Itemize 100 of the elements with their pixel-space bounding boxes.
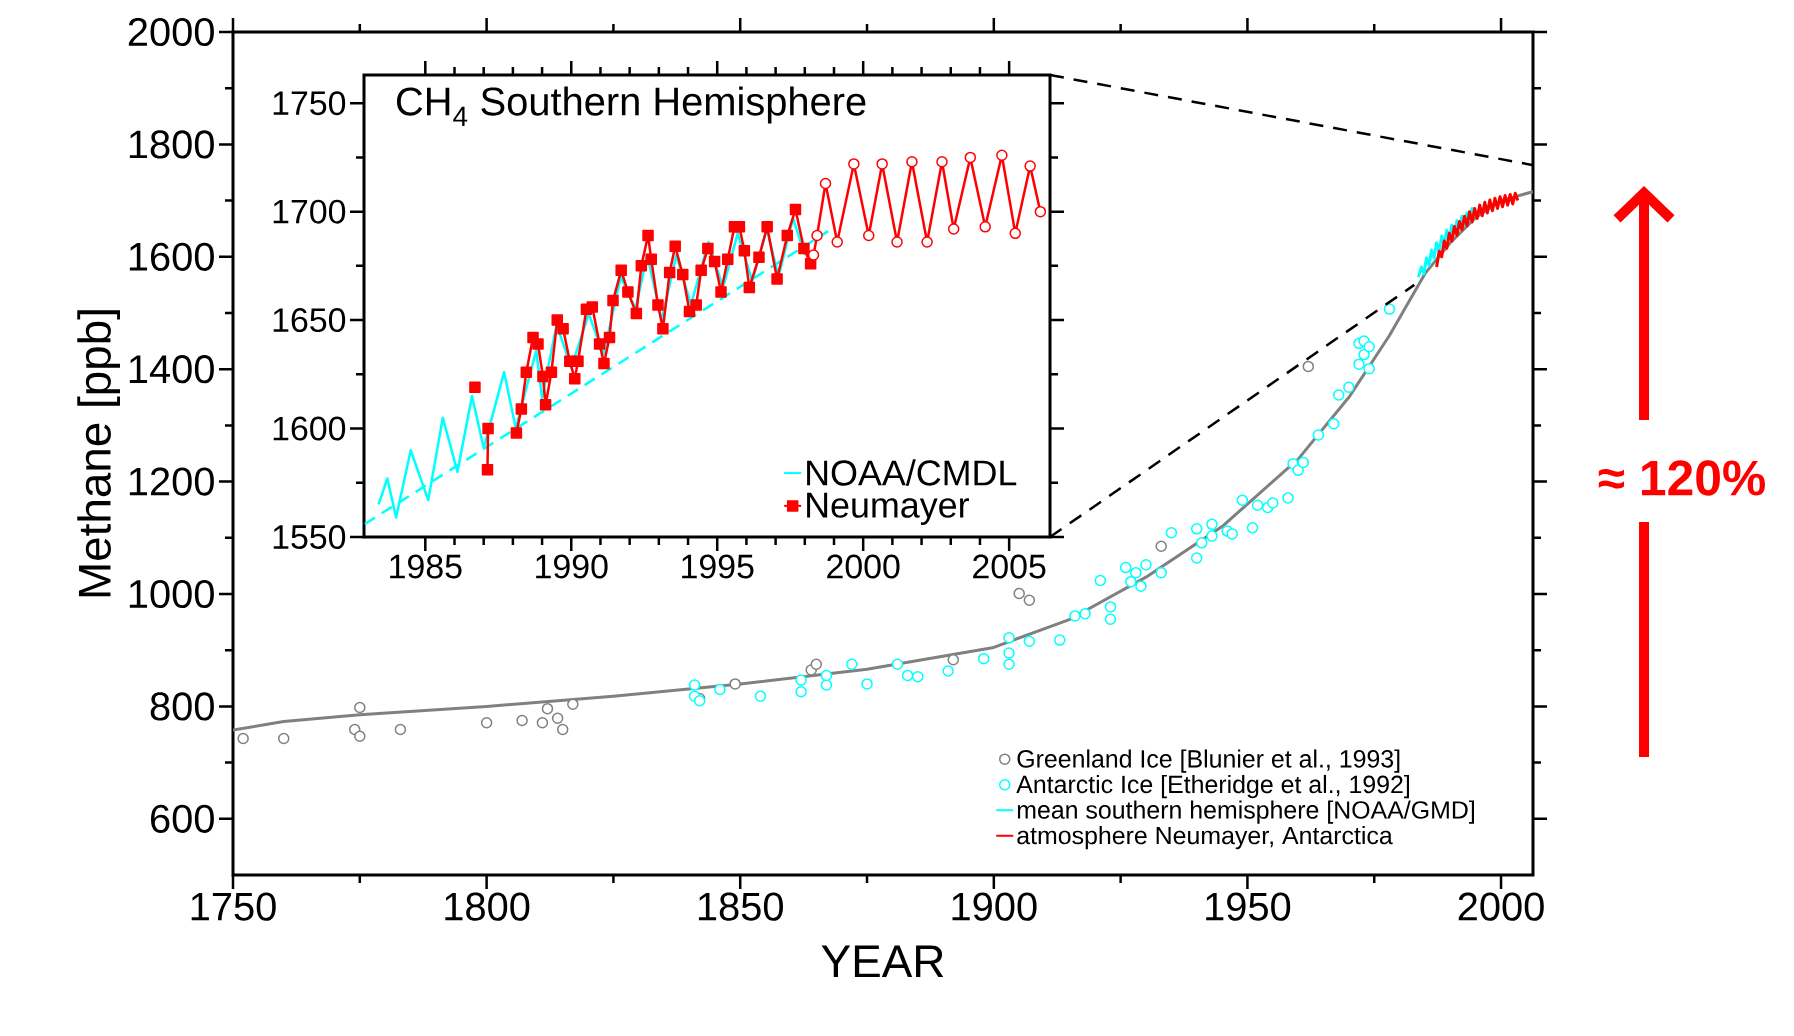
- point: [695, 264, 707, 276]
- point: [1236, 494, 1249, 506]
- y-tick-label: 2000: [128, 17, 214, 47]
- legend-label: Neumayer: [807, 492, 969, 525]
- point: [714, 683, 726, 696]
- point: [906, 156, 918, 168]
- y-tick-label: 1650: [273, 308, 346, 333]
- point: [862, 229, 875, 242]
- point: [645, 253, 657, 266]
- point: [781, 229, 794, 242]
- point: [1282, 492, 1294, 504]
- point: [1094, 574, 1107, 587]
- point: [1013, 587, 1025, 600]
- point: [795, 686, 807, 698]
- point: [1024, 160, 1036, 172]
- x-tick-label: 1985: [390, 554, 462, 579]
- point: [482, 422, 494, 435]
- x-axis-title: YEAR: [821, 945, 944, 978]
- point: [1206, 518, 1218, 531]
- y-tick-label: 600: [151, 804, 214, 833]
- point: [947, 223, 960, 235]
- point: [394, 723, 407, 736]
- point: [901, 669, 914, 682]
- y-tick-label: 1800: [129, 130, 214, 159]
- point: [1267, 497, 1279, 509]
- point: [481, 464, 494, 476]
- point: [861, 678, 873, 690]
- y-tick-label: 1600: [273, 416, 346, 441]
- point: [690, 299, 702, 311]
- point: [1023, 594, 1036, 606]
- point: [1246, 521, 1259, 534]
- point: [630, 307, 643, 320]
- point: [1226, 528, 1238, 540]
- point: [1251, 499, 1264, 511]
- point: [1327, 417, 1340, 430]
- y-tick-label: 800: [150, 692, 214, 721]
- point: [607, 294, 619, 307]
- point: [657, 323, 669, 335]
- point: [545, 366, 558, 378]
- point: [1343, 381, 1355, 393]
- point: [615, 264, 627, 276]
- point: [795, 674, 807, 686]
- point: [520, 366, 533, 378]
- point: [532, 338, 544, 350]
- legend-label: atmosphere Neumayer, Antarctica: [1017, 826, 1393, 850]
- point: [603, 331, 616, 344]
- y-axis-title: Methane [ppb]: [77, 310, 120, 597]
- point: [754, 690, 767, 703]
- point: [942, 665, 954, 677]
- point: [1383, 303, 1396, 315]
- point: [669, 240, 681, 253]
- point: [677, 268, 689, 281]
- y-tick-label: 1200: [129, 467, 214, 496]
- point: [556, 723, 569, 736]
- point: [715, 286, 727, 298]
- point: [1079, 607, 1091, 620]
- point: [753, 251, 765, 263]
- point: [557, 323, 569, 335]
- point: [848, 158, 860, 170]
- point: [516, 714, 528, 727]
- point: [979, 221, 991, 233]
- point: [1119, 561, 1132, 574]
- point: [1155, 540, 1167, 552]
- legend-label: mean southern hemisphere [NOAA/GMD]: [1017, 800, 1474, 824]
- point: [1196, 537, 1208, 549]
- point: [1155, 566, 1167, 579]
- point: [1190, 523, 1203, 535]
- point: [831, 236, 843, 248]
- point: [480, 716, 493, 729]
- point: [733, 221, 746, 233]
- text: ≈ 120%: [1598, 460, 1765, 496]
- point: [541, 702, 554, 715]
- line-series: [233, 190, 1533, 732]
- point: [1140, 559, 1152, 571]
- x-tick-label: 1800: [445, 892, 530, 921]
- point: [551, 712, 564, 724]
- point: [708, 255, 721, 268]
- point: [819, 177, 832, 190]
- point: [1003, 632, 1015, 644]
- point: [1358, 348, 1370, 361]
- x-tick-label: 2000: [827, 554, 900, 579]
- point: [771, 273, 783, 285]
- legend-label: Antarctic Ice [Etheridge et al., 1992]: [1016, 774, 1409, 799]
- point: [663, 266, 676, 279]
- point: [820, 679, 833, 691]
- x-tick-label: 1850: [698, 892, 783, 921]
- point: [1135, 580, 1147, 592]
- point: [846, 658, 858, 671]
- point: [911, 670, 924, 683]
- point: [820, 669, 833, 682]
- point: [1302, 360, 1315, 373]
- point: [891, 236, 903, 248]
- legend-label: NOAA/CMDL: [807, 459, 1017, 486]
- point: [761, 221, 773, 233]
- point: [891, 658, 904, 671]
- point: [876, 158, 888, 170]
- point: [536, 716, 549, 729]
- point: [1003, 658, 1015, 671]
- point: [702, 242, 714, 255]
- point: [515, 403, 528, 415]
